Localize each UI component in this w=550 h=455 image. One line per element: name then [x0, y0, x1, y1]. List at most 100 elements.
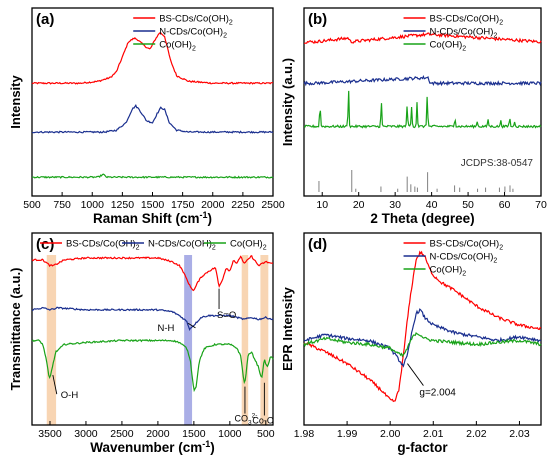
- annotation-arrow: [407, 363, 424, 386]
- x-tick-label: 500: [23, 199, 41, 211]
- x-tick-label: 3500: [38, 428, 62, 440]
- legend-label-text: N-CDs/Co(OH): [159, 27, 223, 38]
- x-tick-label: 50: [462, 199, 474, 211]
- series-line: [303, 250, 542, 403]
- x-tick-label: 10: [316, 199, 328, 211]
- x-tick-label: 20: [353, 199, 365, 211]
- x-tick-label: 1000: [81, 199, 105, 211]
- legend-label: BS-CDs/Co(OH)2: [430, 14, 504, 27]
- x-tick-label: 750: [53, 199, 71, 211]
- x-axis-label: g-factor: [397, 440, 448, 455]
- x-tick-label: 1.99: [337, 428, 358, 440]
- panel-label: (a): [36, 11, 54, 28]
- x-tick-label: 1750: [171, 199, 195, 211]
- x-axis-label: 2 Theta (degree): [370, 211, 474, 226]
- panel-c: 3500 3000 2500 2000 1500 1000 500 (c) Wavenumber…: [8, 232, 275, 455]
- legend-label-text: BS-CDs/Co(OH): [430, 239, 500, 250]
- annotation-label: g=2.004: [419, 388, 456, 399]
- x-tick-label: 2.01: [423, 428, 444, 440]
- annotation-sup: 2-: [252, 413, 258, 420]
- annotation-label: O-H: [61, 390, 79, 401]
- legend-label: BS-CDs/Co(OH)2: [159, 14, 233, 27]
- legend-label-sub: 2: [212, 245, 216, 252]
- panel-a: 500 750 1000 1250 1500 1750 2000 2250 2500 (a) Ram…: [8, 7, 285, 226]
- annotation-arrow: [187, 322, 196, 329]
- x-axis-label: Raman Shift (cm-1): [93, 210, 212, 226]
- legend-label-text: Co(OH): [430, 40, 463, 51]
- x-tick-label: 30: [389, 199, 401, 211]
- plot-frame: [31, 232, 274, 426]
- panel-label: (d): [308, 236, 327, 253]
- legend-label-sub: 2: [263, 245, 267, 252]
- x-tick-label: 2.03: [509, 428, 530, 440]
- x-axis-label-text: Raman Shift (cm: [93, 211, 200, 226]
- legend-label: Co(OH)2: [430, 40, 467, 53]
- legend-label-sub: 2: [462, 46, 466, 53]
- series-line: [31, 173, 274, 179]
- annotation-label: S=O: [217, 310, 236, 321]
- highlight-band: [241, 255, 249, 425]
- legend-label: N-CDs/Co(OH)2: [148, 239, 216, 252]
- x-tick-label: 3000: [74, 428, 98, 440]
- legend-label-text: Co(OH): [430, 265, 463, 276]
- series-line: [303, 331, 542, 358]
- legend-label: BS-CDs/Co(OH)2: [430, 239, 504, 252]
- legend-label-sub: 2: [229, 20, 233, 27]
- reference-label: JCDPS:38-0547: [461, 158, 534, 169]
- series-line: [31, 306, 274, 332]
- series-line: [31, 104, 274, 134]
- series-line: [31, 255, 274, 292]
- x-tick-label: 2000: [146, 428, 170, 440]
- x-axis-label-text: Wavenumber (cm: [90, 440, 202, 455]
- legend-label-sub: 2: [136, 245, 140, 252]
- x-axis-label-sup: -1: [202, 439, 210, 449]
- legend-label-text: N-CDs/Co(OH): [430, 252, 494, 263]
- x-axis-label-end: ): [210, 440, 215, 455]
- legend-label-sub: 2: [223, 33, 227, 40]
- legend-label-sub: 2: [493, 33, 497, 40]
- series-line: [31, 32, 274, 85]
- legend-label-sub: 2: [462, 271, 466, 278]
- x-tick-label: 2250: [231, 199, 255, 211]
- legend-label-text: N-CDs/Co(OH): [148, 239, 212, 250]
- series-line: [304, 31, 542, 44]
- x-tick-label: 1500: [182, 428, 206, 440]
- series-line: [31, 338, 274, 393]
- y-axis-label: Transmittance (a.u.): [8, 268, 23, 391]
- x-tick-label: 70: [535, 199, 547, 211]
- annotation-label: CO32-: [234, 413, 257, 427]
- y-axis-label: EPR Intensity: [280, 286, 295, 371]
- x-tick-label: 500: [257, 428, 275, 440]
- x-tick-label: 1.98: [294, 428, 315, 440]
- legend-label-text: Co(OH): [230, 239, 263, 250]
- x-axis-label-end: ): [208, 211, 213, 226]
- legend-label-text: BS-CDs/Co(OH): [159, 14, 229, 25]
- y-axis-label: Intensity (a.u.): [280, 58, 295, 146]
- x-axis-label-sup: -1: [200, 210, 208, 220]
- x-tick-label: 2500: [261, 199, 285, 211]
- legend-label: Co(OH)2: [430, 265, 467, 278]
- x-tick-label: 2.02: [466, 428, 487, 440]
- legend-label-text: N-CDs/Co(OH): [430, 27, 494, 38]
- annotation-arrow: [52, 374, 58, 395]
- x-tick-label: 2000: [201, 199, 225, 211]
- y-axis-label: Intensity: [8, 75, 23, 129]
- plot-frame: [303, 7, 542, 197]
- annotation-text: CO: [234, 414, 248, 424]
- x-tick-label: 1500: [141, 199, 165, 211]
- panel-d: 1.98 1.99 2.00 2.01 2.02 2.03 (d) g-factor EPR I…: [280, 232, 542, 455]
- series-line: [303, 74, 542, 87]
- plot-frame: [31, 7, 274, 197]
- x-tick-label: 1250: [111, 199, 135, 211]
- legend-label: Co(OH)2: [230, 239, 267, 252]
- x-axis-label-text: 2 Theta (degree): [370, 211, 474, 226]
- x-axis-label: Wavenumber (cm-1): [90, 439, 215, 455]
- legend-label-text: BS-CDs/Co(OH): [430, 14, 500, 25]
- legend-label-text: BS-CDs/Co(OH): [66, 239, 136, 250]
- x-axis-label-text: g-factor: [397, 440, 448, 455]
- series-line: [303, 308, 542, 368]
- highlight-band: [46, 255, 57, 425]
- legend-label: N-CDs/Co(OH)2: [430, 252, 498, 265]
- panel-label: (c): [36, 236, 54, 253]
